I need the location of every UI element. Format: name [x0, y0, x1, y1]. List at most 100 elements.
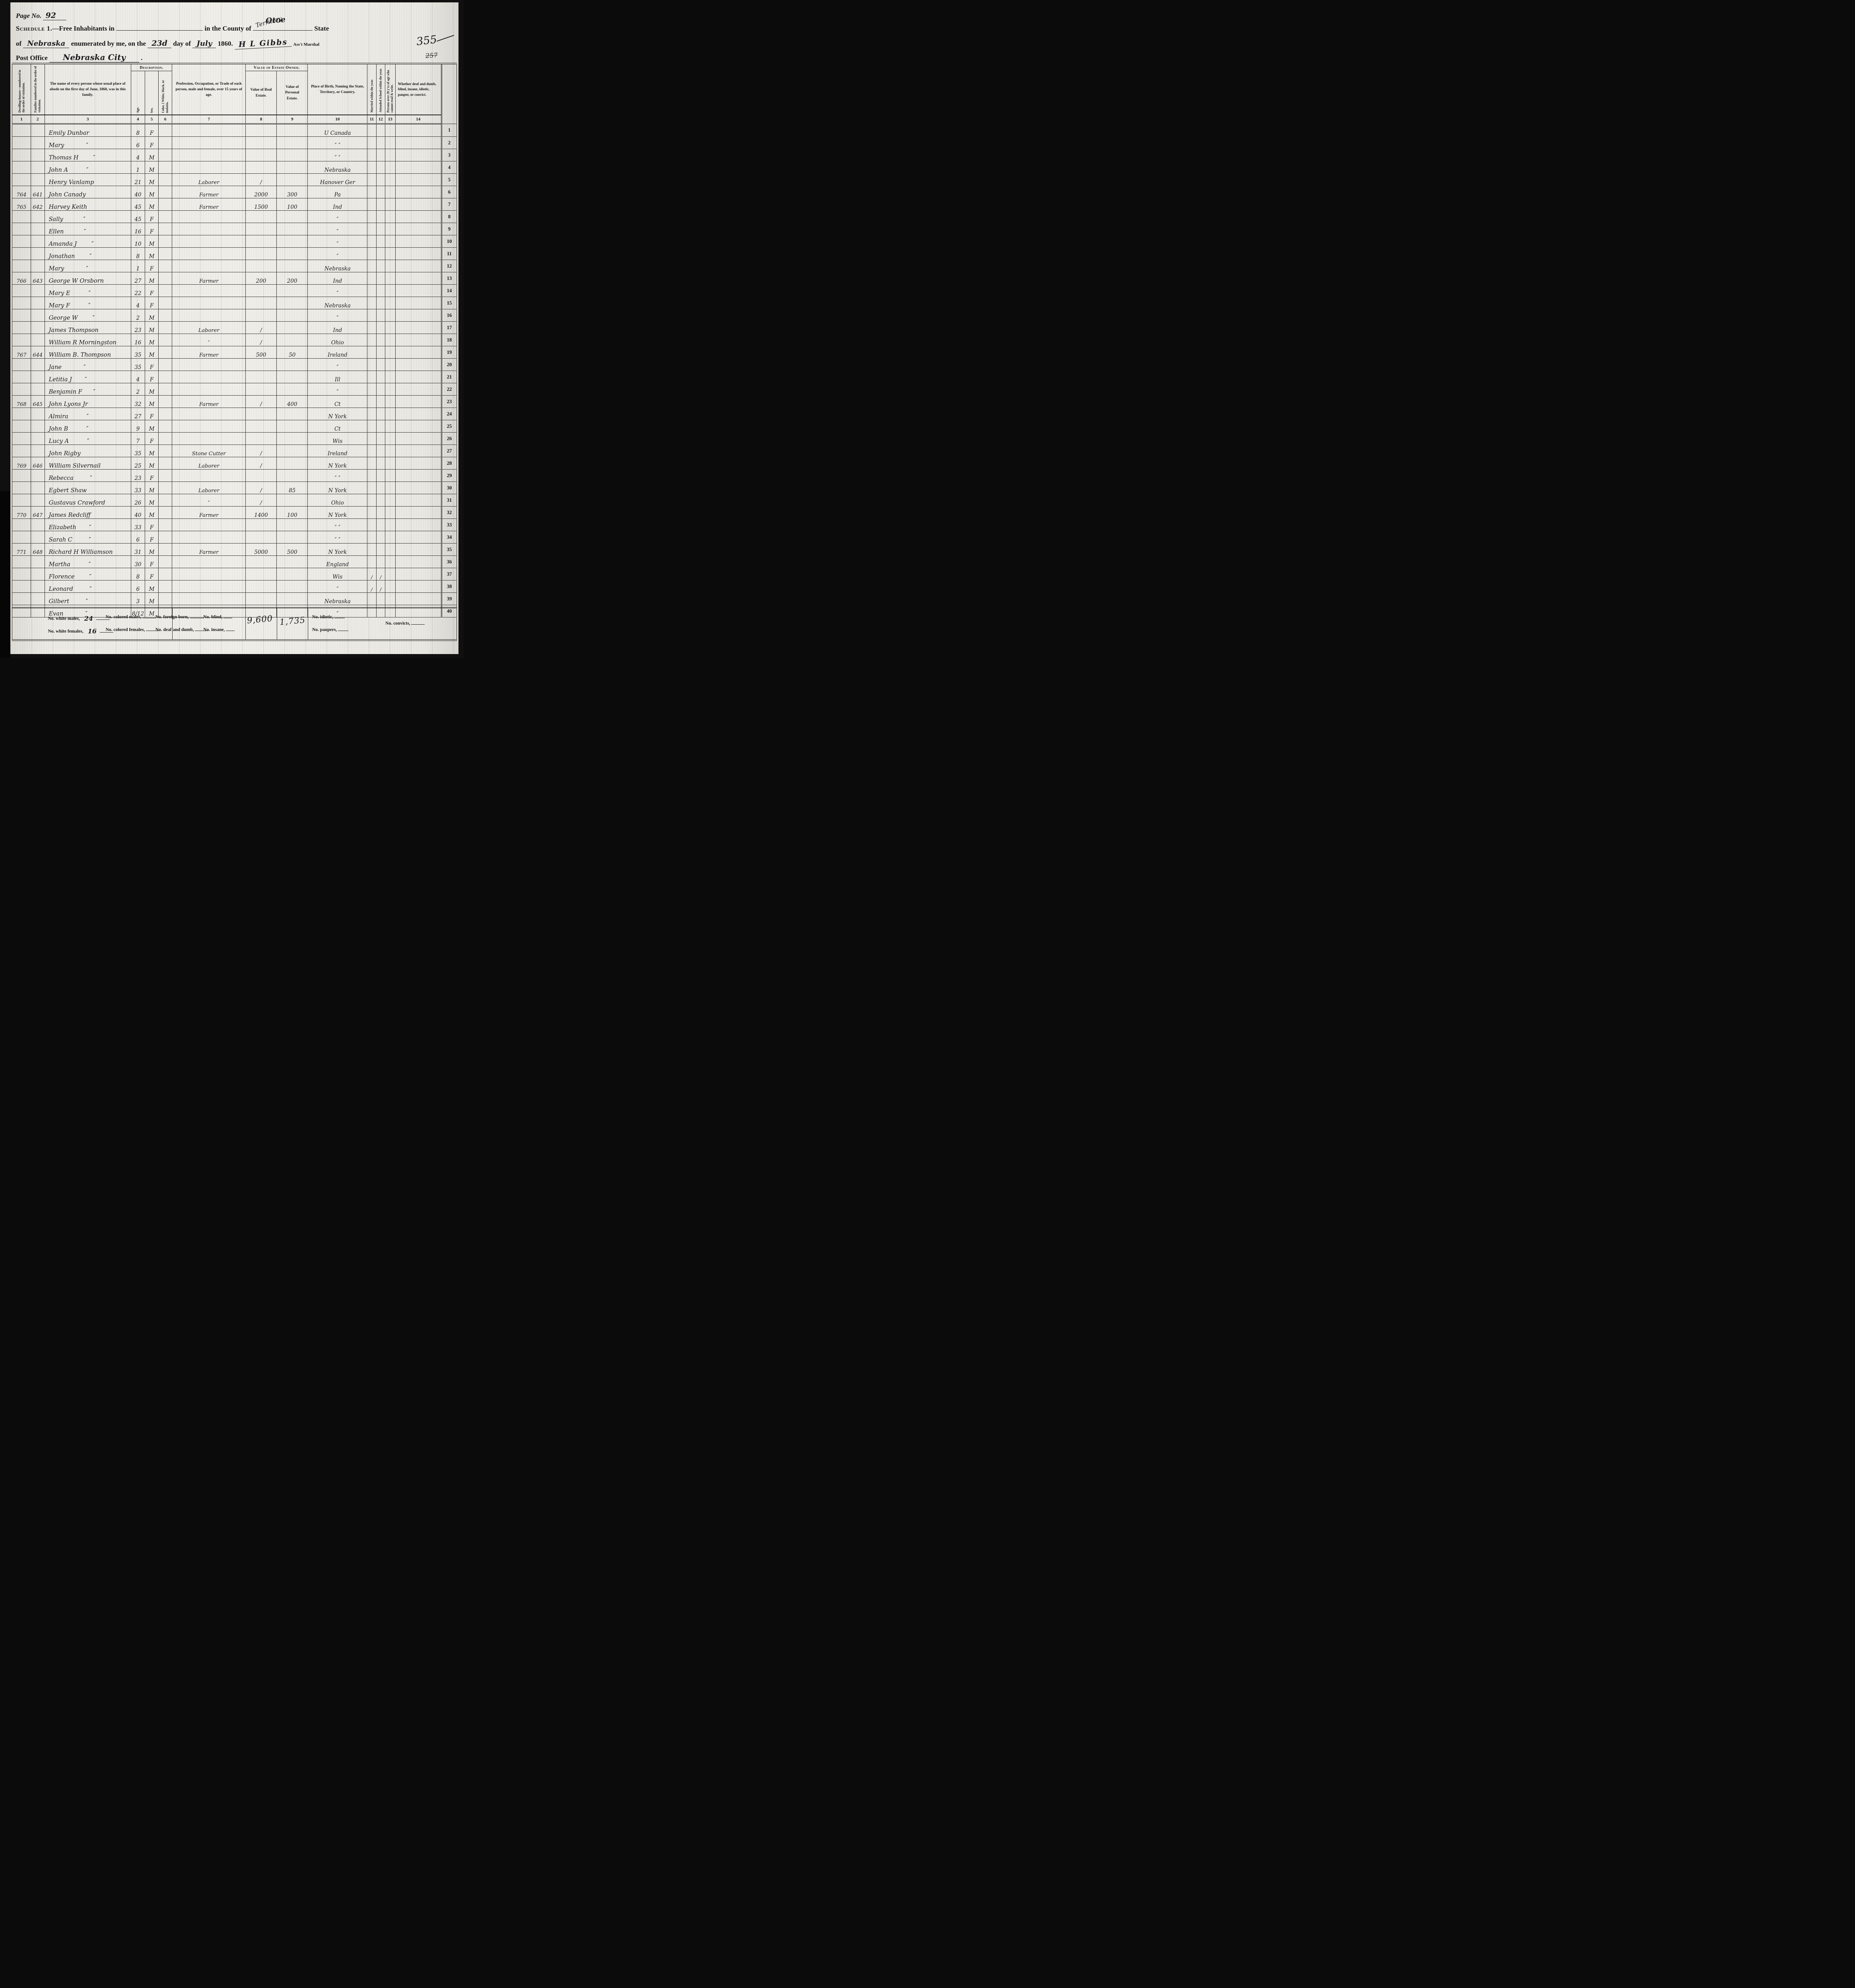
- line-number: 9: [441, 223, 457, 235]
- cell-cannot_read: [385, 284, 396, 297]
- cell-school: [376, 469, 385, 482]
- cell-sex: F: [145, 531, 159, 544]
- cell-cannot_read: [385, 605, 396, 617]
- cell-age: 2: [130, 309, 146, 322]
- cell-birthplace: Ct: [307, 395, 368, 408]
- cell-real_estate: [245, 223, 277, 235]
- cell-family: 645: [30, 395, 45, 408]
- cell-sex: F: [145, 408, 159, 420]
- cell-personal_estate: [276, 247, 308, 260]
- cell-occupation: [172, 555, 246, 568]
- line-number: 15: [441, 297, 457, 309]
- line-number: 18: [441, 334, 457, 346]
- cell-age: 30: [130, 555, 146, 568]
- cell-remarks: [395, 186, 442, 198]
- table-row: James Thompson 23 M Laborer / Ind 17: [12, 321, 457, 334]
- table-row: John A ″ 1 M Nebraska 4: [12, 161, 457, 174]
- cell-age: 16: [130, 334, 146, 346]
- cell-name: Martha ″: [44, 555, 131, 568]
- cell-real_estate: 5000: [245, 543, 277, 556]
- cell-color: [158, 445, 173, 457]
- cell-family: [30, 297, 45, 309]
- cell-remarks: [395, 235, 442, 248]
- table-row: Gustavus Crawford 26 M ″ / Ohio 31: [12, 494, 457, 507]
- cell-real_estate: /: [245, 334, 277, 346]
- cell-birthplace: ″: [307, 210, 368, 223]
- cell-occupation: Farmer: [172, 272, 246, 285]
- cell-cannot_read: [385, 223, 396, 235]
- struck-page-stamp: 257: [425, 51, 438, 60]
- table-row: 765 642 Harvey Keith 45 M Farmer 1500 100 Ind 7: [12, 198, 457, 211]
- cell-dwelling: [12, 297, 31, 309]
- cell-color: [158, 186, 173, 198]
- cell-cannot_read: [385, 568, 396, 580]
- col-number-14: 14: [395, 115, 442, 124]
- cell-dwelling: [12, 531, 31, 544]
- cell-family: [30, 260, 45, 272]
- cell-dwelling: [12, 518, 31, 531]
- cell-name: John A ″: [44, 161, 131, 174]
- cell-school: [376, 309, 385, 322]
- cell-birthplace: Ind: [307, 198, 368, 211]
- cell-name: Amanda J ″: [44, 235, 131, 248]
- cell-married: [367, 124, 377, 137]
- cell-remarks: [395, 555, 442, 568]
- cell-birthplace: Wis: [307, 432, 368, 445]
- line-number: 33: [441, 518, 457, 531]
- cell-occupation: ″: [172, 494, 246, 507]
- cell-sex: M: [145, 346, 159, 359]
- cell-dwelling: [12, 334, 31, 346]
- line-number: 40: [441, 605, 457, 617]
- col-number-11: 11: [367, 115, 377, 124]
- col-number-3: 3: [44, 115, 131, 124]
- summary-white-females: No. white females, 16: [48, 627, 113, 635]
- cell-birthplace: N York: [307, 457, 368, 470]
- table-row: Benjamin F ″ 2 M ″ 22: [12, 383, 457, 396]
- cell-school: [376, 346, 385, 359]
- cell-occupation: [172, 371, 246, 383]
- cell-personal_estate: 100: [276, 506, 308, 519]
- cell-school: [376, 481, 385, 494]
- table-row: 766 643 George W Orsborn 27 M Farmer 200 200 Ind…: [12, 272, 457, 285]
- cell-remarks: [395, 371, 442, 383]
- cell-color: [158, 555, 173, 568]
- cell-birthplace: Nebraska: [307, 592, 368, 605]
- summary-blind: No. blind,: [203, 614, 233, 619]
- cell-remarks: [395, 568, 442, 580]
- cell-real_estate: /: [245, 457, 277, 470]
- cell-dwelling: 769: [12, 457, 31, 470]
- cell-married: [367, 247, 377, 260]
- cell-age: 10: [130, 235, 146, 248]
- cell-sex: M: [145, 383, 159, 396]
- post-office-period: .: [141, 54, 143, 62]
- cell-remarks: [395, 494, 442, 507]
- year-label: 1860.: [218, 40, 233, 47]
- cell-birthplace: Pa: [307, 186, 368, 198]
- cell-remarks: [395, 531, 442, 544]
- cell-cannot_read: [385, 321, 396, 334]
- table-row: George W ″ 2 M ″ 16: [12, 309, 457, 322]
- cell-age: 31: [130, 543, 146, 556]
- cell-birthplace: Ind: [307, 321, 368, 334]
- cell-remarks: [395, 506, 442, 519]
- cell-sex: M: [145, 543, 159, 556]
- cell-real_estate: [245, 408, 277, 420]
- cell-cannot_read: [385, 309, 396, 322]
- cell-occupation: [172, 469, 246, 482]
- cell-remarks: [395, 518, 442, 531]
- cell-remarks: [395, 309, 442, 322]
- cell-married: [367, 494, 377, 507]
- cell-real_estate: [245, 161, 277, 174]
- cell-name: John B ″: [44, 420, 131, 433]
- cell-dwelling: 767: [12, 346, 31, 359]
- line-number: 31: [441, 494, 457, 507]
- cell-age: 6: [130, 531, 146, 544]
- cell-dwelling: 768: [12, 395, 31, 408]
- post-office-value: Nebraska City: [49, 52, 139, 62]
- cell-sex: M: [145, 592, 159, 605]
- cell-personal_estate: [276, 457, 308, 470]
- cell-cannot_read: [385, 408, 396, 420]
- table-row: Ellen ″ 16 F ″ 9: [12, 223, 457, 235]
- cell-personal_estate: [276, 358, 308, 371]
- cell-personal_estate: 300: [276, 186, 308, 198]
